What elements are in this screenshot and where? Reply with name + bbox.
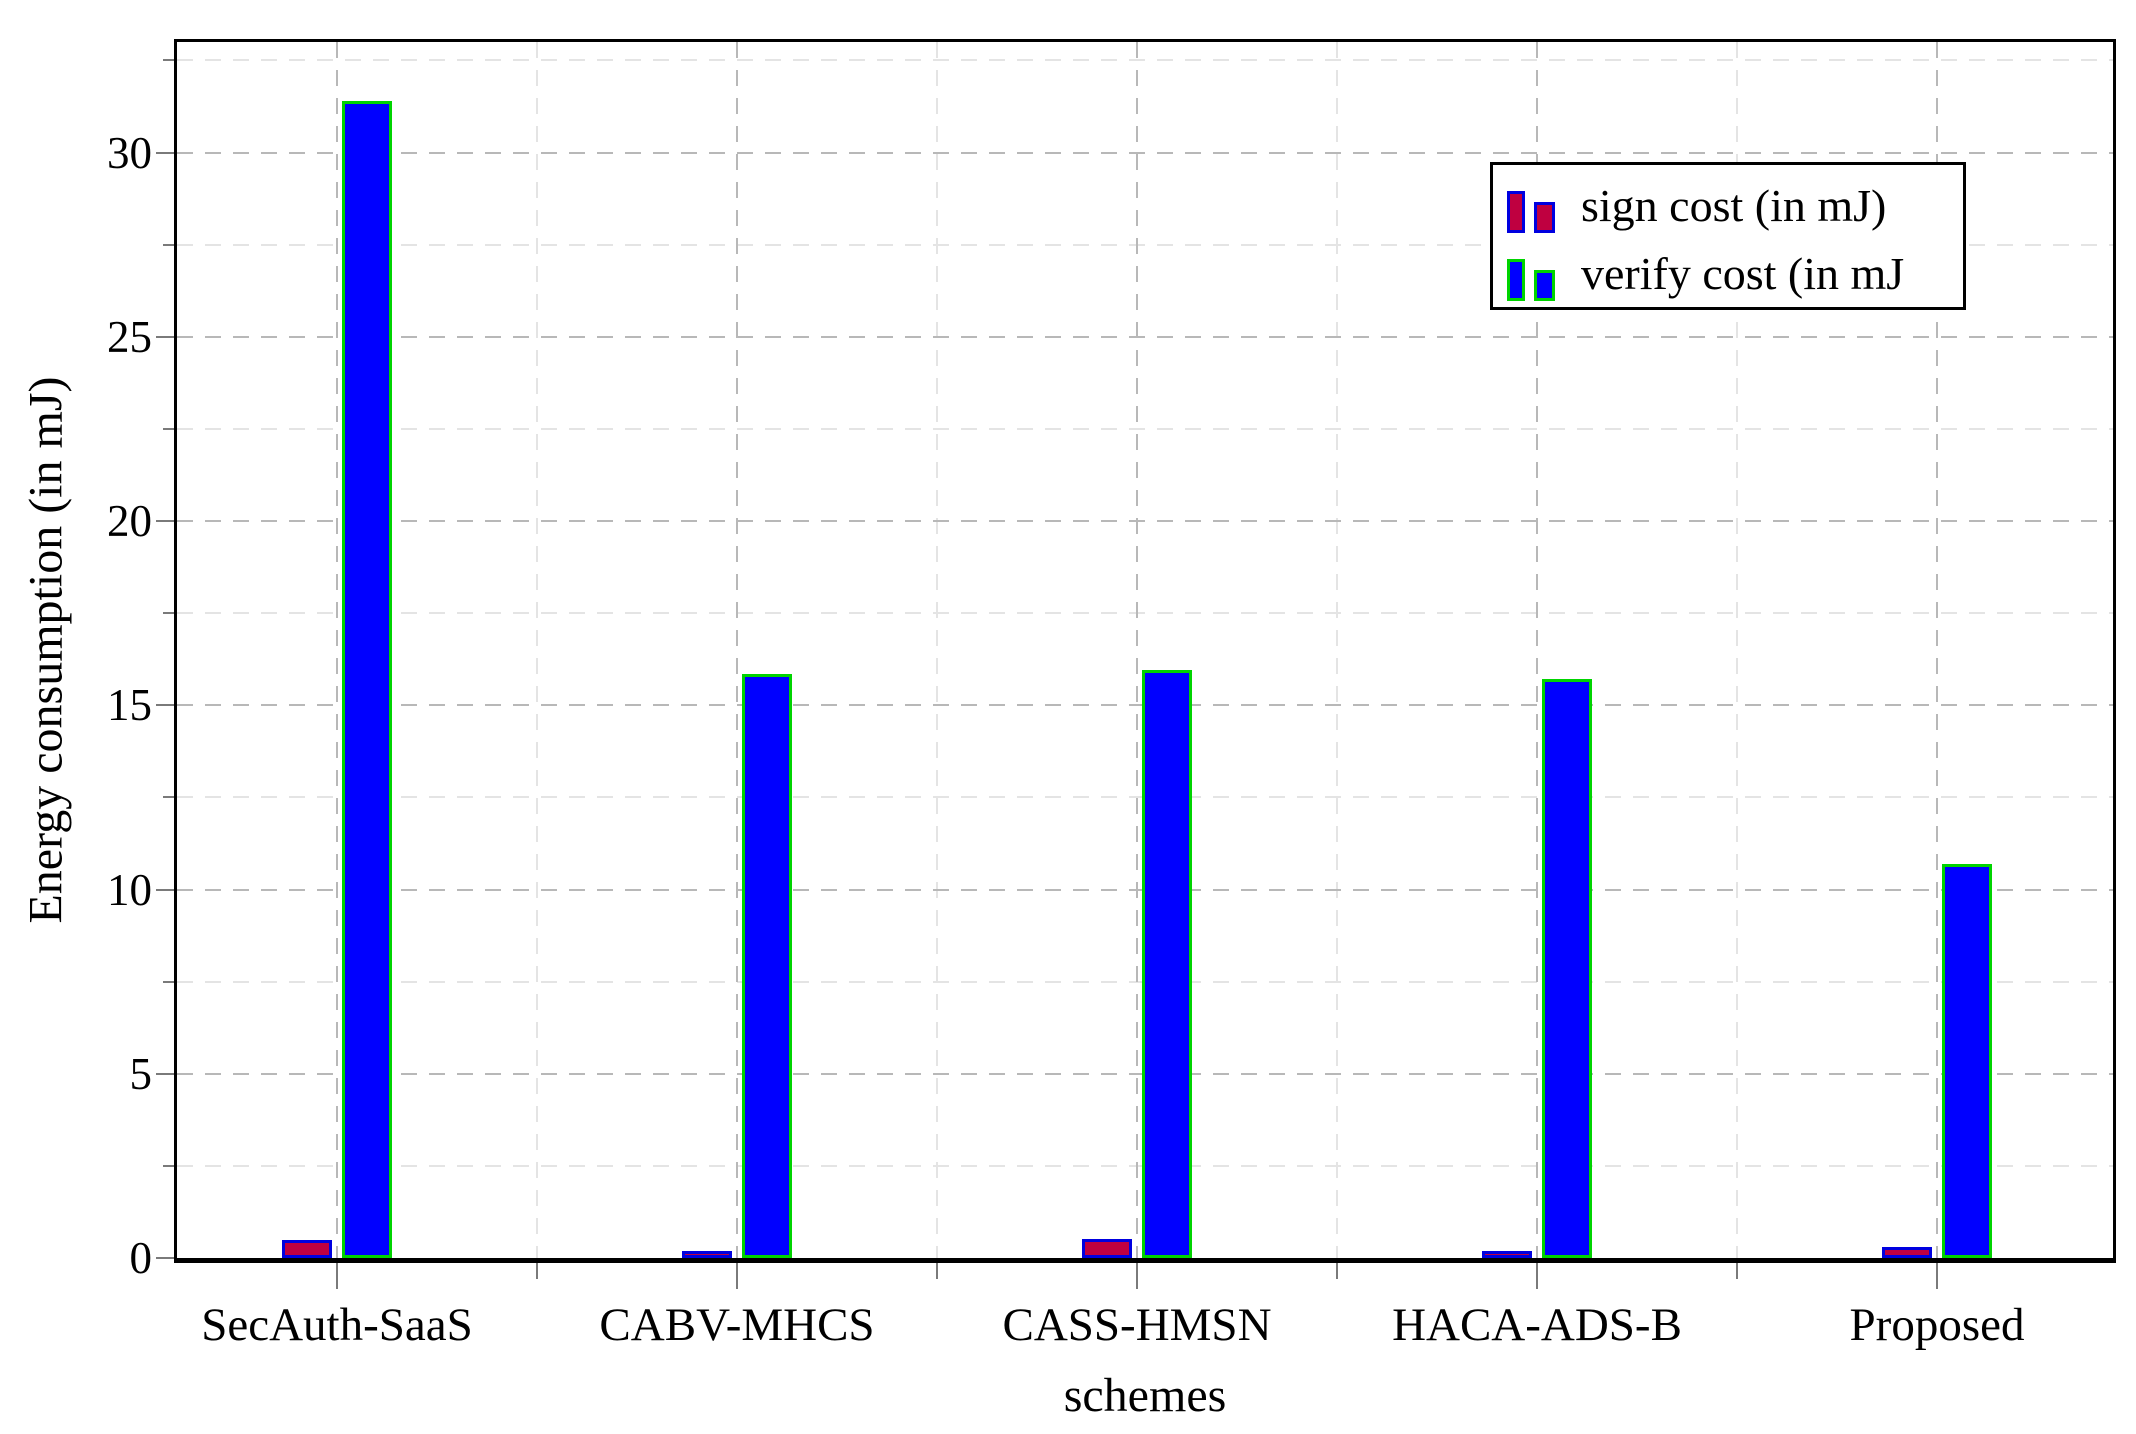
legend: sign cost (in mJ) verify cost (in mJ [1490,162,1966,310]
legend-entry-verify-cost: verify cost (in mJ [1507,239,1963,307]
y-minor-tick [163,980,174,983]
bar-sign-CABV-MHCS [682,1251,732,1258]
x-major-tick [1936,1263,1938,1289]
x-tick-label-SecAuth-SaaS: SecAuth-SaaS [201,1299,473,1351]
x-major-tick [1136,1263,1138,1289]
x-major-gridline-CABV-MHCS [736,42,738,1258]
x-minor-gridline [1336,42,1338,1258]
y-major-tick [156,1257,174,1259]
x-tick-label-Proposed: Proposed [1849,1299,2025,1351]
bar-verify-CASS-HMSN [1142,670,1192,1258]
y-minor-tick [163,59,174,62]
y-major-tick [156,520,174,523]
y-tick-label-0: 0 [129,1233,153,1283]
x-minor-gridline [936,42,938,1258]
bar-verify-Proposed [1942,864,1992,1258]
x-tick-label-CABV-MHCS: CABV-MHCS [599,1299,875,1351]
bar-sign-CASS-HMSN [1082,1239,1132,1258]
x-major-gridline-Proposed [1936,42,1938,1258]
y-minor-tick [163,427,174,430]
x-major-tick [1536,1263,1538,1289]
bar-verify-CABV-MHCS [742,674,792,1258]
y-tick-label-30: 30 [107,127,152,178]
verify-marker-bar-short [1534,270,1555,301]
bar-sign-HACA-ADS-B [1482,1251,1532,1258]
x-tick-label-CASS-HMSN: CASS-HMSN [1002,1299,1272,1351]
y-major-tick [156,151,174,154]
y-minor-tick [163,243,174,246]
minor-gridline-y-32.5 [177,59,2113,62]
y-major-tick [156,1072,174,1075]
bar-verify-SecAuth-SaaS [342,101,392,1258]
y-tick-label-15: 15 [107,680,152,731]
minor-gridline-y-27.5 [177,243,2113,246]
major-gridline-y-25 [177,335,2113,338]
x-major-gridline-SecAuth-SaaS [336,42,338,1258]
sign-cost-bar-marker-icon [1507,177,1569,233]
y-tick-label-5: 5 [129,1048,153,1099]
x-minor-gridline [1736,42,1738,1258]
legend-label-verify-cost: verify cost (in mJ [1581,247,1905,299]
x-major-tick [736,1263,738,1289]
minor-gridline-y-17.5 [177,612,2113,615]
y-axis-title: Energy consumption (in mJ) [19,376,73,924]
x-tick-label-HACA-ADS-B: HACA-ADS-B [1392,1299,1682,1351]
verify-cost-bar-marker-icon [1507,245,1569,301]
x-minor-tick [536,1263,538,1279]
minor-gridline-y-22.5 [177,427,2113,430]
y-major-tick [156,704,174,707]
y-major-tick [156,888,174,891]
verify-marker-bar-tall [1507,259,1525,301]
bar-sign-SecAuth-SaaS [282,1240,332,1258]
x-minor-tick [1336,1263,1338,1279]
legend-label-sign-cost: sign cost (in mJ) [1581,179,1887,231]
major-gridline-y-20 [177,520,2113,523]
y-tick-label-25: 25 [107,311,152,362]
y-tick-label-20: 20 [107,496,152,547]
legend-entry-sign-cost: sign cost (in mJ) [1507,171,1963,239]
x-major-gridline-CASS-HMSN [1136,42,1138,1258]
x-major-gridline-HACA-ADS-B [1536,42,1538,1258]
bar-sign-Proposed [1882,1247,1932,1258]
major-gridline-y-30 [177,151,2113,154]
x-minor-tick [1736,1263,1738,1279]
sign-marker-bar-short [1534,202,1555,233]
x-major-tick [336,1263,338,1289]
sign-marker-bar-tall [1507,191,1525,233]
y-minor-tick [163,796,174,799]
x-minor-tick [936,1263,938,1279]
y-major-tick [156,335,174,338]
x-minor-gridline [536,42,538,1258]
y-tick-label-10: 10 [107,864,152,915]
y-minor-tick [163,612,174,615]
x-axis-title: schemes [1063,1369,1227,1422]
bar-verify-HACA-ADS-B [1542,679,1592,1258]
y-minor-tick [163,1164,174,1167]
